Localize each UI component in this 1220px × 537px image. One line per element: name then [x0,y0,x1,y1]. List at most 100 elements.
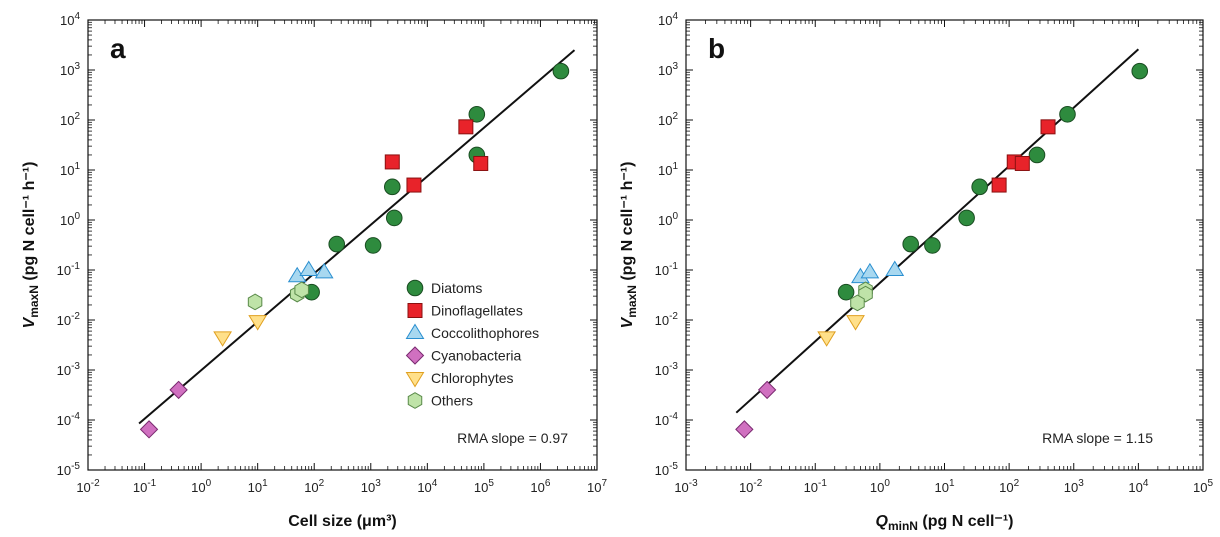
x-axis-label: QminN (pg N cell⁻¹) [875,513,1013,533]
plot-frame [685,19,1204,471]
series-coccolithophores [851,260,905,284]
y-axis-label: VmaxN (pg N cell⁻¹ h⁻¹) [21,162,41,329]
x-tick-label: 102 [999,478,1019,495]
y-tick-label: 10-2 [655,311,679,328]
data-point-diatoms [383,178,401,196]
x-tick-label: 101 [248,478,268,495]
y-tick-label: 100 [658,211,678,228]
y-tick-label: 102 [658,111,678,128]
y-tick-label: 104 [60,11,80,28]
panel-b: 10-3 10-2 10-1 100 101 102 103 104 105 10-5 10-4 10… [619,11,1213,533]
data-point-diatoms [468,106,486,123]
y-tick-label: 103 [658,61,678,78]
panel-label: b [708,33,725,64]
legend-marker-others [407,392,423,409]
legend-marker-dinoflagellates [407,303,423,318]
data-point-cyanobacteria [735,420,754,439]
data-point-chlorophytes [213,331,233,347]
series-others [850,281,873,312]
legend-marker-coccolithophores [405,323,425,340]
legend-marker-cyanobacteria [405,346,425,365]
data-point-coccolithophores [299,260,319,277]
x-tick-label: 102 [304,478,324,495]
rma-fit-line [735,48,1140,414]
data-point-diatoms [385,209,403,227]
legend-label-diatoms: Diatoms [431,280,482,296]
y-tick-label: 10-5 [57,461,81,478]
x-tick-label: 105 [1193,478,1213,495]
x-tick-label: 10-2 [739,478,763,495]
legend-label-coccolithophores: Coccolithophores [431,325,539,341]
rma-slope-annotation: RMA slope = 1.15 [1042,430,1153,446]
data-point-dinoflagellates [1040,119,1056,135]
x-tick-label: 10-1 [133,478,157,495]
y-tick-label: 10-2 [57,311,81,328]
data-point-cyanobacteria [169,380,188,400]
x-tick-label: 104 [417,478,437,495]
data-point-coccolithophores [860,262,880,279]
series-chlorophytes [213,315,268,347]
x-tick-label: 107 [587,478,607,495]
data-point-cyanobacteria [757,380,777,400]
panel-a: 10-2 10-1 100 101 102 103 104 105 106 107 10-5 10-4… [21,11,607,530]
y-tick-label: 103 [60,61,80,78]
data-point-dinoflagellates [458,119,474,135]
legend-label-dinoflagellates: Dinoflagellates [431,303,523,319]
series-others [247,281,309,311]
data-point-chlorophytes [248,315,268,331]
data-point-dinoflagellates [384,154,400,170]
legend-label-cyanobacteria: Cyanobacteria [431,348,521,364]
x-tick-label: 106 [530,478,550,495]
data-point-coccolithophores [885,260,905,277]
rma-fit-line [138,49,576,425]
y-tick-label: 104 [658,11,678,28]
y-tick-label: 10-4 [57,411,81,428]
data-point-dinoflagellates [991,177,1007,193]
x-tick-label: 10-2 [76,478,100,495]
x-tick-label: 103 [361,478,381,495]
series-dinoflagellates [384,119,489,193]
y-tick-label: 101 [60,161,80,178]
legend-label-others: Others [431,393,473,409]
y-tick-label: 10-1 [57,261,81,278]
data-point-diatoms [971,178,988,196]
data-point-diatoms [958,209,975,227]
rma-slope-annotation: RMA slope = 0.97 [457,430,568,446]
y-tick-label: 101 [658,161,678,178]
x-tick-label: 101 [934,478,954,495]
data-point-chlorophytes [846,315,865,331]
series-dinoflagellates [991,119,1056,193]
plot-frame [87,19,598,471]
data-point-diatoms [1028,146,1046,164]
x-tick-label: 10-1 [804,478,828,495]
x-tick-label: 10-3 [674,478,698,495]
data-point-others [850,294,865,312]
legend-marker-chlorophytes [405,371,425,388]
y-tick-label: 10-5 [655,461,679,478]
series-cyanobacteria [139,380,188,439]
panel-label: a [110,33,126,64]
data-point-dinoflagellates [473,155,489,171]
data-point-diatoms [924,237,941,254]
data-point-others [294,281,309,299]
data-point-diatoms [902,235,920,253]
series-diatoms [303,62,570,301]
x-tick-label: 103 [1064,478,1084,495]
y-tick-label: 10-3 [57,361,81,378]
data-point-coccolithophores [314,262,334,279]
legend-marker-diatoms [406,279,424,297]
x-axis-label: Cell size (μm³) [288,513,396,530]
y-axis-label: VmaxN (pg N cell⁻¹ h⁻¹) [619,162,639,329]
series-coccolithophores [287,260,334,283]
x-tick-label: 104 [1128,478,1148,495]
data-point-cyanobacteria [139,420,159,439]
data-point-diatoms [364,237,382,254]
y-tick-label: 10-1 [655,261,679,278]
data-point-dinoflagellates [406,177,422,193]
legend: Diatoms Dinoflagellates Coccolithophores Cy… [405,279,539,409]
series-chlorophytes [817,315,865,347]
x-tick-label: 105 [474,478,494,495]
data-point-diatoms [1059,106,1076,123]
legend-label-chlorophytes: Chlorophytes [431,370,514,386]
